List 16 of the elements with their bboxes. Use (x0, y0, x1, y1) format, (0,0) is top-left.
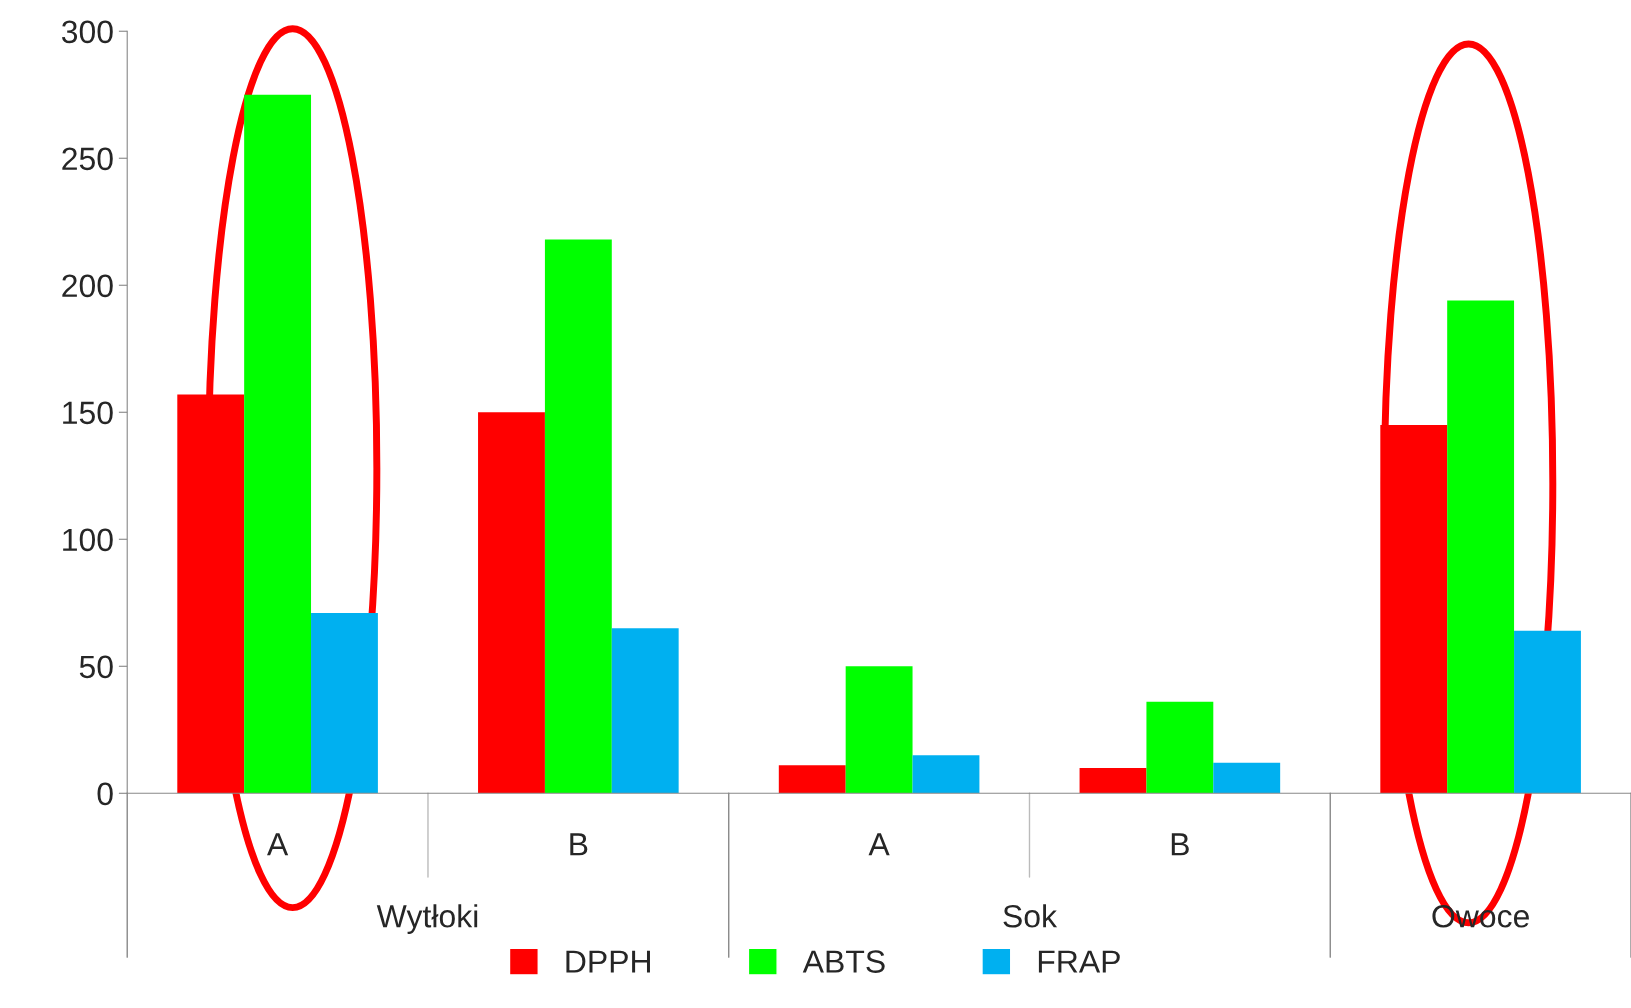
legend-label: FRAP (1038, 950, 1120, 973)
legend-label: DPPH (566, 950, 650, 973)
y-tick-label: 300 (61, 20, 113, 44)
x-tick-label: A (868, 833, 890, 856)
text: Wytłoki (376, 904, 478, 934)
y-tick-label: 250 (62, 147, 113, 171)
y-tick-label: 200 (62, 274, 113, 298)
y-tick-label: 100 (63, 528, 113, 552)
x-tick-label: B (1171, 833, 1189, 856)
legend-label: ABTS (802, 950, 885, 973)
x-tick-label: B (570, 833, 588, 856)
text: Sok (1003, 904, 1058, 928)
y-tick-label: 150 (63, 401, 113, 425)
x-tick-label: A (267, 833, 289, 856)
y-tick-label: 50 (79, 655, 113, 679)
y-tick-label: 0 (97, 782, 113, 806)
